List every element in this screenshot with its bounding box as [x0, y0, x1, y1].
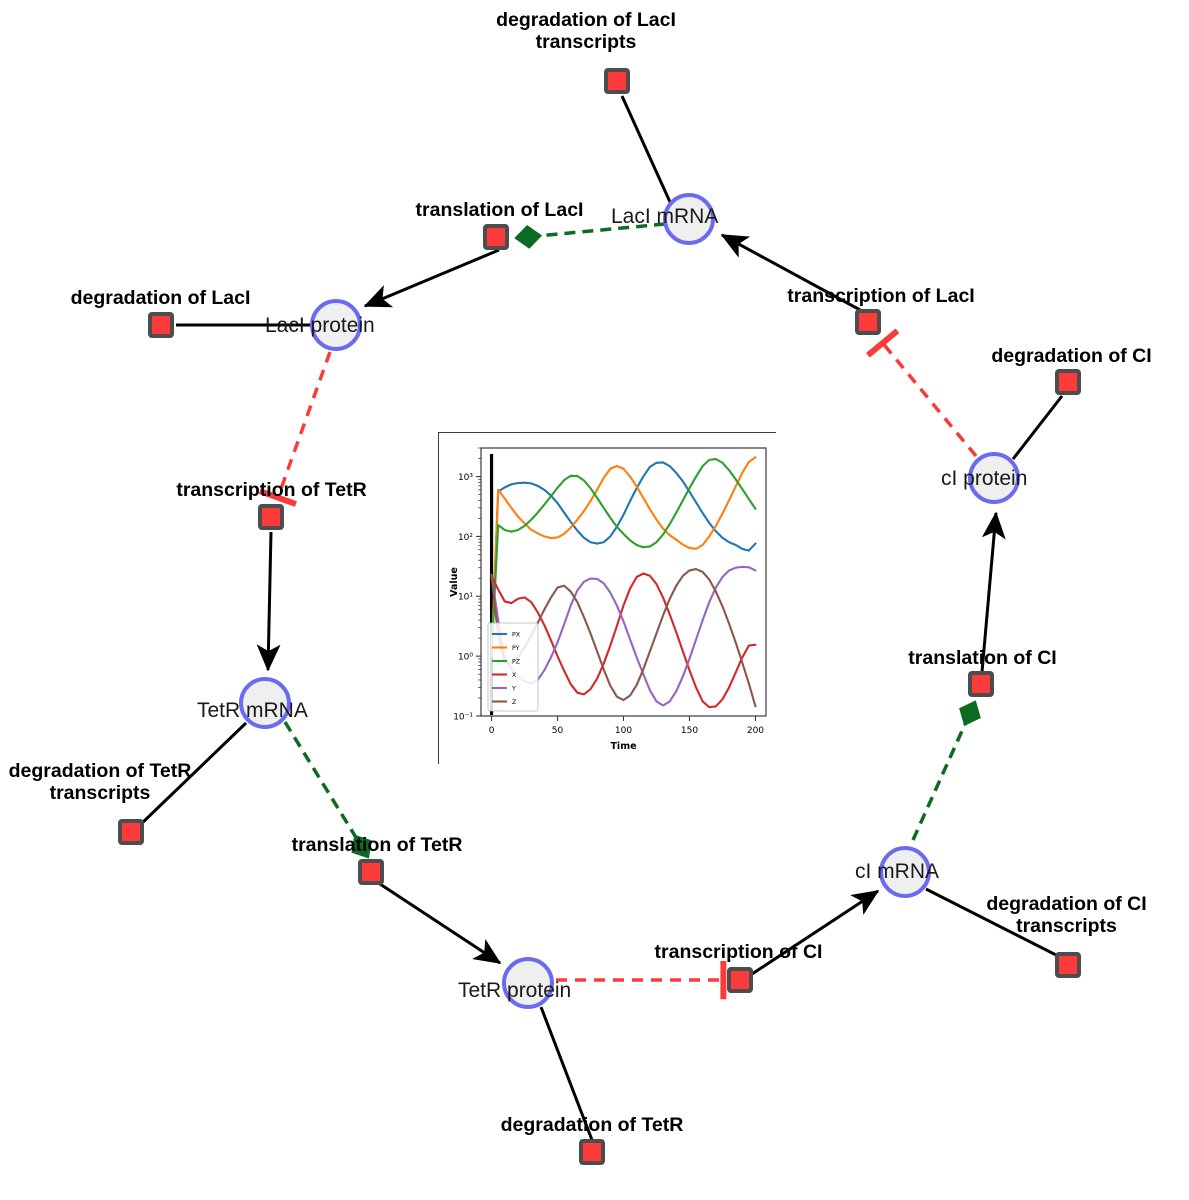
- species-node-laci-protein[interactable]: [310, 299, 362, 351]
- y-tick-label: 10⁻¹: [453, 712, 473, 722]
- reaction-label-degradation-of-laci-transcripts: degradation of LacI transcripts: [486, 9, 686, 54]
- x-tick-label: 150: [681, 726, 698, 736]
- legend-label-z: Z: [512, 699, 516, 706]
- edge-ci-protein-to-degradation: [1011, 395, 1064, 460]
- species-node-ci-mrna[interactable]: [879, 846, 931, 898]
- species-node-tetr-protein[interactable]: [502, 957, 554, 1009]
- timecourse-chart-panel: 10⁻¹ 10⁰ 10¹ 10² 10³ 0 50 100 150 200 Time Value PX P…: [438, 432, 777, 765]
- x-axis-title: Time: [610, 741, 636, 752]
- reaction-label-degradation-of-tetr: degradation of TetR: [500, 1114, 684, 1136]
- reaction-label-translation-of-laci: translation of LacI: [415, 199, 584, 221]
- reaction-label-degradation-of-ci: degradation of CI: [991, 345, 1152, 367]
- reaction-label-degradation-of-tetr-transcripts: degradation of TetR transcripts: [0, 760, 200, 805]
- species-label-ci-mrna: cI mRNA: [855, 860, 939, 883]
- y-tick-label: 10³: [458, 473, 473, 483]
- edge-catalysis-tetr-mrna-translation: [283, 721, 372, 859]
- label-line-1: degradation of CI: [986, 893, 1147, 915]
- species-node-ci-protein[interactable]: [968, 452, 1020, 504]
- edge-translation-ci-to-ci-protein: [980, 511, 1006, 673]
- edge-translation-laci-to-laci-protein: [363, 248, 500, 308]
- label-line-2: transcripts: [49, 781, 151, 804]
- species-label-ci-protein: cI protein: [941, 467, 1028, 490]
- y-tick-label: 10⁰: [458, 653, 473, 663]
- reaction-label-transcription-of-laci: transcription of LacI: [787, 285, 975, 307]
- edge-inhibition-laci-protein-transcription-tetr: [258, 351, 332, 507]
- reaction-node-translation-of-ci[interactable]: [968, 671, 994, 697]
- reaction-node-degradation-of-ci[interactable]: [1055, 369, 1081, 395]
- species-node-laci-mrna[interactable]: [663, 193, 715, 245]
- series-line-px: [490, 461, 757, 658]
- edge-translation-tetr-to-tetr-protein: [379, 882, 502, 965]
- reaction-node-degradation-of-laci[interactable]: [148, 312, 174, 338]
- reaction-node-degradation-of-tetr[interactable]: [579, 1139, 605, 1165]
- reaction-node-degradation-of-tetr-transcripts[interactable]: [118, 819, 144, 845]
- series-line-x: [490, 572, 757, 709]
- edge-tetr-mrna-to-degradation: [138, 721, 248, 827]
- y-tick-label: 10²: [458, 533, 473, 543]
- reaction-node-translation-of-laci[interactable]: [483, 224, 509, 250]
- edge-group-massflow: [138, 95, 1064, 1141]
- reaction-label-transcription-of-ci: transcription of CI: [654, 941, 823, 963]
- label-line-2: transcripts: [535, 30, 637, 53]
- species-label-tetr-mrna: TetR mRNA: [197, 699, 308, 722]
- label-line-1: degradation of TetR: [8, 760, 192, 782]
- reaction-node-degradation-of-ci-transcripts[interactable]: [1055, 952, 1081, 978]
- reaction-node-transcription-of-tetr[interactable]: [258, 504, 284, 530]
- reaction-node-translation-of-tetr[interactable]: [358, 859, 384, 885]
- legend-label-x: X: [512, 672, 517, 679]
- species-label-tetr-protein: TetR protein: [458, 979, 572, 1002]
- x-tick-label: 200: [747, 726, 764, 736]
- edge-group-inhibition: [258, 328, 978, 1000]
- y-tick-label: 10¹: [458, 593, 473, 603]
- edge-transcription-laci-to-laci-mrna: [720, 233, 863, 313]
- x-tick-label: 0: [489, 726, 495, 736]
- reaction-label-translation-of-ci: translation of CI: [908, 647, 1057, 669]
- reaction-label-transcription-of-tetr: transcription of TetR: [176, 479, 367, 501]
- legend-label-px: PX: [512, 631, 521, 638]
- edge-laci-mrna-to-degradation: [620, 95, 672, 203]
- reaction-node-transcription-of-ci[interactable]: [727, 967, 753, 993]
- reaction-node-degradation-of-laci-transcripts[interactable]: [604, 68, 630, 94]
- x-tick-label: 50: [552, 726, 564, 736]
- edge-group-catalysis: [283, 222, 981, 859]
- edge-ci-mrna-to-degradation: [925, 887, 1063, 960]
- edge-tetr-protein-to-degradation: [539, 1006, 594, 1141]
- edge-catalysis-laci-mrna-translation: [514, 222, 666, 249]
- edge-inhibition-ci-protein-transcription-laci: [865, 328, 978, 458]
- timecourse-chart: 10⁻¹ 10⁰ 10¹ 10² 10³ 0 50 100 150 200 Time Value PX P…: [439, 433, 777, 765]
- label-line-1: degradation of LacI: [496, 9, 676, 31]
- x-tick-label: 100: [615, 726, 632, 736]
- edge-transcription-ci-to-ci-mrna: [751, 889, 880, 976]
- species-node-tetr-mrna[interactable]: [239, 677, 291, 729]
- reaction-label-translation-of-tetr: translation of TetR: [291, 834, 463, 856]
- edge-catalysis-ci-mrna-translation: [911, 700, 981, 841]
- legend-label-y: Y: [511, 685, 516, 692]
- reaction-label-degradation-of-ci-transcripts: degradation of CI transcripts: [961, 893, 1172, 938]
- species-label-laci-mrna: LacI mRNA: [611, 205, 719, 228]
- y-axis-title: Value: [449, 567, 460, 597]
- series-line-py: [490, 456, 757, 658]
- edge-transcription-tetr-to-tetr-mrna: [256, 531, 281, 672]
- series-line-pz: [490, 458, 757, 658]
- reaction-label-degradation-of-laci: degradation of LacI: [70, 287, 251, 309]
- reaction-node-transcription-of-laci[interactable]: [855, 309, 881, 335]
- species-label-laci-protein: LacI protein: [265, 314, 375, 337]
- label-line-2: transcripts: [1016, 914, 1117, 937]
- legend-label-pz: PZ: [512, 658, 520, 665]
- legend-label-py: PY: [512, 645, 520, 652]
